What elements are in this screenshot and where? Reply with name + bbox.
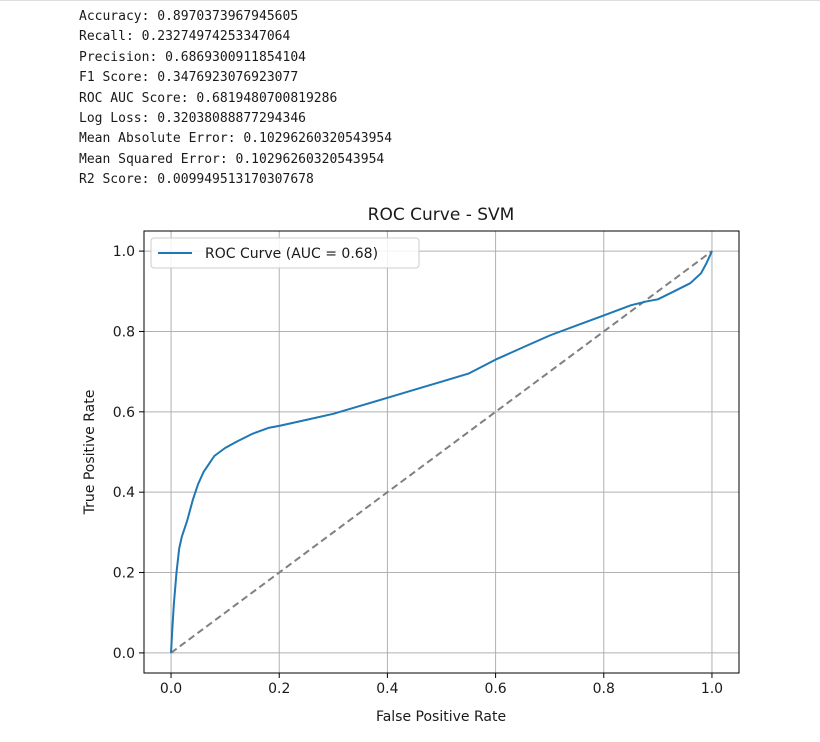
x-tick-label: 0.0 [160,681,182,697]
roc-chart: ROC Curve - SVM 0.00.20.40.60.81.0 0.0 0.… [82,205,740,725]
x-tick-label: 0.8 [593,681,615,697]
legend: ROC Curve (AUC = 0.68) [150,237,420,269]
metric-line: R2 Score: 0.009949513170307678 [79,172,314,188]
metric-line: Accuracy: 0.8970373967945605 [79,9,299,24]
x-tick-label: 0.6 [484,681,506,697]
metric-line: Log Loss: 0.32038088877294346 [79,110,306,126]
y-tick-label: 0.0 [113,646,135,662]
x-tick-label: 1.0 [701,681,723,697]
metric-line: F1 Score: 0.3476923076923077 [79,70,299,86]
series-layer [170,250,713,654]
metrics-output: Accuracy: 0.8970373967945605 Recall: 0.23… [79,7,392,191]
plot-frame [143,230,740,674]
roc-curve-line [170,250,713,653]
y-tick-label: 0.8 [113,324,135,340]
y-axis-ticks: 0.0 0.2 0.4 0.6 0.8 1.0 [113,244,144,662]
metric-line: Recall: 0.23274974253347064 [79,29,291,45]
x-tick-label: 0.2 [268,681,290,697]
top-divider [0,0,820,1]
y-axis-label: True Positive Rate [82,390,98,516]
y-tick-label: 0.2 [113,566,135,582]
metric-line: Precision: 0.6869300911854104 [79,49,306,65]
legend-box [150,237,420,269]
metric-line: ROC AUC Score: 0.6819480700819286 [79,90,338,106]
y-tick-label: 0.6 [113,405,135,421]
y-tick-label: 1.0 [113,244,135,260]
metric-line: Mean Absolute Error: 0.10296260320543954 [79,131,393,147]
metric-line: Mean Squared Error: 0.10296260320543954 [79,151,385,167]
x-axis-ticks: 0.0 0.2 0.4 0.6 0.8 1.0 [160,673,723,697]
x-axis-label: False Positive Rate [376,709,506,725]
chart-title: ROC Curve - SVM [368,205,515,225]
random-baseline-line [170,250,713,654]
x-tick-label: 0.4 [376,681,398,697]
legend-label: ROC Curve (AUC = 0.68) [205,246,378,262]
y-tick-label: 0.4 [113,485,135,501]
